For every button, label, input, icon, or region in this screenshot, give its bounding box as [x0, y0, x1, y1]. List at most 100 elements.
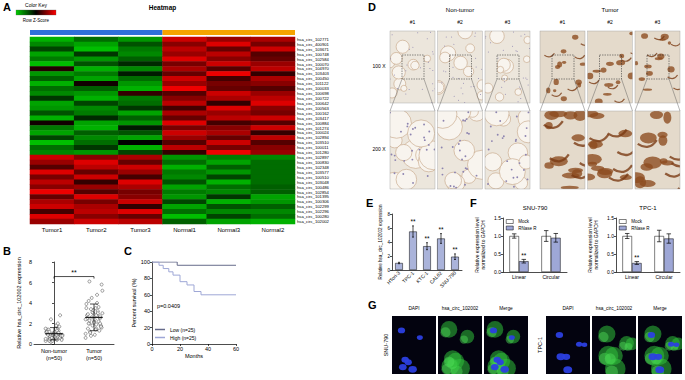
svg-text:Tumor3: Tumor3 — [130, 227, 151, 233]
svg-text:hsa_circ_102002: hsa_circ_102002 — [442, 306, 479, 311]
svg-text:80: 80 — [144, 275, 150, 281]
svg-text:60: 60 — [233, 346, 239, 352]
svg-text:**: ** — [71, 269, 77, 276]
svg-text:Merge: Merge — [499, 306, 513, 311]
svg-text:1.5: 1.5 — [494, 215, 501, 221]
svg-text:p=0.0409: p=0.0409 — [157, 303, 180, 309]
svg-text:SNU-790: SNU-790 — [523, 205, 548, 211]
svg-text:Linear: Linear — [625, 274, 639, 280]
svg-text:RNase R: RNase R — [631, 226, 650, 231]
svg-text:RNase R: RNase R — [518, 226, 537, 231]
svg-text:40: 40 — [205, 346, 211, 352]
svg-text:Tumor: Tumor — [601, 7, 618, 13]
svg-text:Normal1: Normal1 — [173, 227, 196, 233]
svg-text:Relative expression level: Relative expression level — [587, 217, 593, 273]
svg-text:Tumor: Tumor — [86, 348, 102, 354]
svg-text:20: 20 — [144, 325, 150, 331]
svg-text:40: 40 — [144, 308, 150, 314]
svg-text:TPC-1: TPC-1 — [401, 270, 416, 285]
svg-text:DAPI: DAPI — [562, 306, 573, 311]
svg-text:G: G — [368, 299, 377, 311]
svg-text:6: 6 — [29, 280, 32, 286]
svg-text:D: D — [368, 1, 376, 13]
svg-text:100 X: 100 X — [372, 63, 386, 69]
svg-text:60: 60 — [144, 292, 150, 298]
svg-text:Non-tumor: Non-tumor — [41, 348, 67, 354]
svg-text:Merge: Merge — [653, 306, 667, 311]
svg-text:HTori-3: HTori-3 — [386, 270, 402, 286]
svg-text:B: B — [3, 245, 11, 257]
svg-text:#1: #1 — [410, 19, 416, 25]
svg-text:100: 100 — [141, 259, 150, 265]
svg-text:**: ** — [424, 235, 430, 242]
svg-text:0: 0 — [150, 346, 153, 352]
svg-text:SNU-790: SNU-790 — [438, 270, 457, 289]
svg-text:TPC-1: TPC-1 — [639, 205, 657, 211]
svg-text:6: 6 — [387, 226, 390, 231]
svg-text:Tumor2: Tumor2 — [86, 227, 107, 233]
svg-text:Non-tumor: Non-tumor — [446, 7, 474, 13]
svg-text:Circular: Circular — [655, 274, 673, 280]
svg-text:Mock: Mock — [631, 219, 643, 224]
svg-text:Tumor1: Tumor1 — [42, 227, 63, 233]
svg-text:Color Key: Color Key — [25, 2, 47, 8]
svg-text:1.0: 1.0 — [607, 233, 614, 239]
svg-text:Circular: Circular — [542, 274, 560, 280]
svg-text:SNU-790: SNU-790 — [383, 334, 389, 357]
svg-text:(n=50): (n=50) — [46, 355, 62, 361]
svg-text:Linear: Linear — [512, 274, 526, 280]
svg-text:C: C — [124, 245, 132, 257]
svg-text:Normal2: Normal2 — [262, 227, 285, 233]
svg-text:#1: #1 — [560, 19, 566, 25]
svg-text:**: ** — [521, 252, 527, 259]
svg-text:0: 0 — [387, 268, 390, 273]
svg-text:CAL62: CAL62 — [428, 269, 444, 285]
svg-text:hsa_circ_400901: hsa_circ_400901 — [297, 41, 329, 47]
svg-text:(n=50): (n=50) — [86, 355, 102, 361]
svg-text:E: E — [366, 197, 373, 209]
svg-text:0.5: 0.5 — [494, 251, 501, 257]
svg-text:normalized to GAPDH: normalized to GAPDH — [480, 220, 486, 270]
svg-text:Mock: Mock — [518, 219, 530, 224]
svg-text:Relative hsa_circ_102002 expre: Relative hsa_circ_102002 expression — [16, 257, 22, 348]
svg-text:High (n=25): High (n=25) — [170, 335, 197, 341]
svg-text:hsa_circ_102002: hsa_circ_102002 — [596, 306, 633, 311]
svg-text:Normal3: Normal3 — [217, 227, 240, 233]
svg-text:#2: #2 — [457, 19, 463, 25]
svg-text:2: 2 — [387, 254, 390, 259]
svg-text:Relative expression level: Relative expression level — [474, 217, 480, 273]
svg-text:**: ** — [634, 254, 640, 261]
svg-text:#3: #3 — [505, 19, 511, 25]
svg-text:4: 4 — [29, 300, 32, 306]
svg-text:1.5: 1.5 — [607, 215, 614, 221]
svg-text:F: F — [470, 197, 477, 209]
svg-text:**: ** — [452, 246, 458, 253]
svg-text:normalized to GAPDH: normalized to GAPDH — [593, 220, 599, 270]
svg-text:0.0: 0.0 — [607, 269, 614, 275]
svg-text:8: 8 — [29, 259, 32, 265]
svg-text:Percent survival (%): Percent survival (%) — [131, 278, 137, 327]
svg-text:2: 2 — [29, 321, 32, 327]
svg-text:DAPI: DAPI — [408, 306, 419, 311]
svg-text:**: ** — [438, 226, 444, 233]
svg-text:1.0: 1.0 — [494, 233, 501, 239]
svg-text:A: A — [3, 1, 11, 13]
svg-text:TPC-1: TPC-1 — [537, 337, 543, 353]
svg-text:4: 4 — [387, 240, 390, 245]
svg-text:Row Z-Score: Row Z-Score — [23, 18, 50, 23]
svg-text:8: 8 — [387, 212, 390, 217]
svg-text:Relative hsa_circ_102002 expre: Relative hsa_circ_102002 expression — [378, 204, 383, 279]
svg-text:KTC-1: KTC-1 — [415, 270, 430, 285]
svg-text:Low (n=25): Low (n=25) — [170, 327, 195, 333]
svg-text:Months: Months — [185, 353, 203, 359]
svg-text:hsa_circ_102002: hsa_circ_102002 — [297, 219, 330, 224]
svg-text:0: 0 — [29, 341, 32, 347]
svg-text:20: 20 — [177, 346, 183, 352]
svg-text:0.0: 0.0 — [494, 269, 501, 275]
svg-text:#3: #3 — [655, 19, 661, 25]
svg-text:0.5: 0.5 — [607, 251, 614, 257]
svg-text:**: ** — [410, 218, 416, 225]
svg-text:Heatmap: Heatmap — [149, 4, 176, 12]
svg-text:#2: #2 — [607, 19, 613, 25]
svg-text:200 X: 200 X — [372, 146, 386, 152]
